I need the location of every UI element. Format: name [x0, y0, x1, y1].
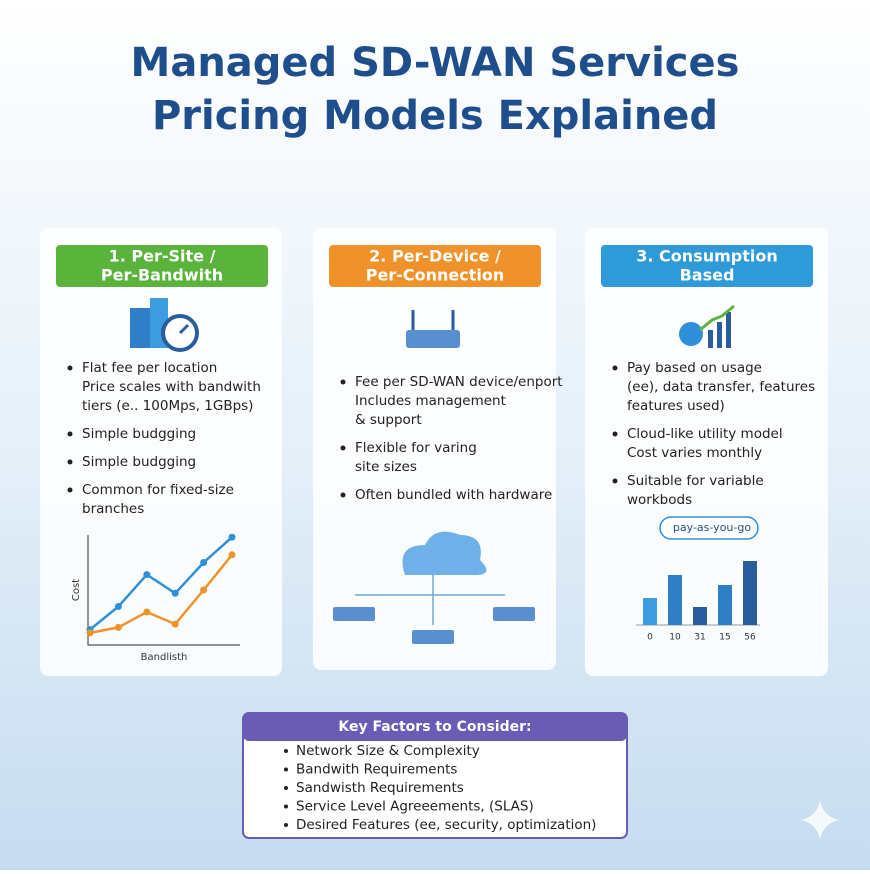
point	[171, 589, 179, 597]
bar	[743, 561, 757, 625]
card-title: 2. Per-Device /	[369, 247, 501, 266]
bullet-dot	[284, 749, 288, 753]
bullet-text: Often bundled with hardware	[355, 487, 552, 503]
card-title: Per-Bandwith	[101, 266, 223, 285]
bullet-dot	[284, 767, 288, 772]
bullet-dot	[67, 431, 73, 437]
key-factor: Service Level Agreeements, (SLAS)	[296, 799, 534, 815]
bullet-dot	[284, 786, 288, 790]
bullet-text: features used)	[627, 398, 725, 414]
bullet-text: Simple budgging	[82, 426, 196, 442]
title: Managed SD-WAN Services	[131, 40, 740, 86]
point	[143, 571, 151, 579]
key-factor: Bandwith Requirements	[296, 762, 457, 778]
bullet-dot	[340, 379, 346, 385]
sparkle	[800, 800, 840, 840]
key-factor: Sandwisth Requirements	[296, 780, 464, 796]
bullet-dot	[340, 445, 346, 451]
x-tick-label: 0	[647, 633, 653, 643]
point	[200, 559, 208, 566]
x-tick-label: 56	[744, 633, 756, 643]
key-factors-title: Key Factors to Consider:	[338, 719, 531, 735]
line-series	[89, 554, 233, 635]
bullet-text: Fee per SD-WAN device/enport	[355, 374, 563, 390]
bullet-dot	[284, 804, 288, 809]
building-icon	[130, 298, 199, 352]
bar	[718, 585, 732, 625]
card	[585, 228, 828, 676]
bullet-dot	[284, 823, 288, 827]
bullet-dot	[612, 431, 618, 437]
x-tick-label: 10	[669, 633, 681, 643]
bullet-text: (ee), data transfer, features	[627, 379, 815, 395]
bullet-text: Simple budgging	[82, 454, 196, 470]
point	[228, 551, 236, 559]
bullet-dot	[340, 492, 346, 498]
point	[143, 608, 151, 616]
card-title: Based	[680, 266, 735, 285]
card-header	[56, 245, 268, 287]
bullet-text: branches	[82, 501, 144, 517]
point	[228, 533, 236, 541]
bullet-text: Cloud-like utility model	[627, 426, 783, 442]
bullet-text: tiers (e.. 100Mps, 1GBps)	[82, 398, 253, 414]
bullet-dot	[612, 478, 618, 484]
key-factors-header	[243, 713, 627, 741]
card-title: Per-Connection	[366, 266, 504, 285]
axis-label: Cost	[71, 579, 82, 601]
badge	[659, 516, 759, 540]
bullet-text: & support	[355, 412, 422, 428]
x-tick-label: 31	[694, 633, 705, 643]
cost-icon	[679, 304, 735, 348]
bullet-text: Common for fixed-size	[82, 482, 234, 498]
x-tick-label: 15	[719, 633, 730, 643]
point	[200, 586, 208, 594]
card-title: 3. Consumption	[636, 247, 777, 266]
card	[313, 228, 556, 670]
bullet-dot	[67, 487, 73, 493]
card	[40, 228, 282, 676]
bullet-dot	[612, 365, 618, 371]
axis	[87, 535, 240, 646]
bullet-text: site sizes	[355, 459, 417, 475]
bullet-text: Flexible for varing	[355, 440, 477, 456]
bullet-text: Price scales with bandwith	[82, 379, 261, 395]
point	[86, 629, 94, 637]
card-header	[329, 245, 541, 287]
point	[171, 620, 179, 628]
bullet-text: Cost varies monthly	[627, 445, 762, 461]
network-diagram	[333, 531, 535, 644]
bullet-text: Flat fee per location	[82, 360, 217, 376]
card-title: 1. Per-Site /	[109, 247, 216, 266]
axis-label: Bandlisth	[141, 652, 188, 663]
bullet-text: Suitable for variable	[627, 473, 764, 489]
bar	[643, 598, 657, 625]
router-icon	[406, 310, 460, 348]
key-factor: Network Size & Complexity	[296, 743, 480, 759]
title: Pricing Models Explained	[152, 93, 718, 139]
line-series	[89, 536, 233, 631]
bullet-text: Pay based on usage	[627, 360, 762, 376]
bar	[693, 607, 707, 625]
bullet-text: workbods	[627, 492, 692, 508]
card-header	[601, 245, 813, 287]
key-factor: Desired Features (ee, security, optimiza…	[296, 817, 596, 833]
bullet-dot	[67, 365, 73, 371]
bar	[668, 575, 682, 625]
point	[114, 603, 122, 610]
bullet-text: Includes management	[355, 393, 506, 409]
bullet-dot	[67, 459, 73, 465]
badge-text: pay-as-you-go	[673, 521, 751, 534]
point	[114, 623, 122, 631]
